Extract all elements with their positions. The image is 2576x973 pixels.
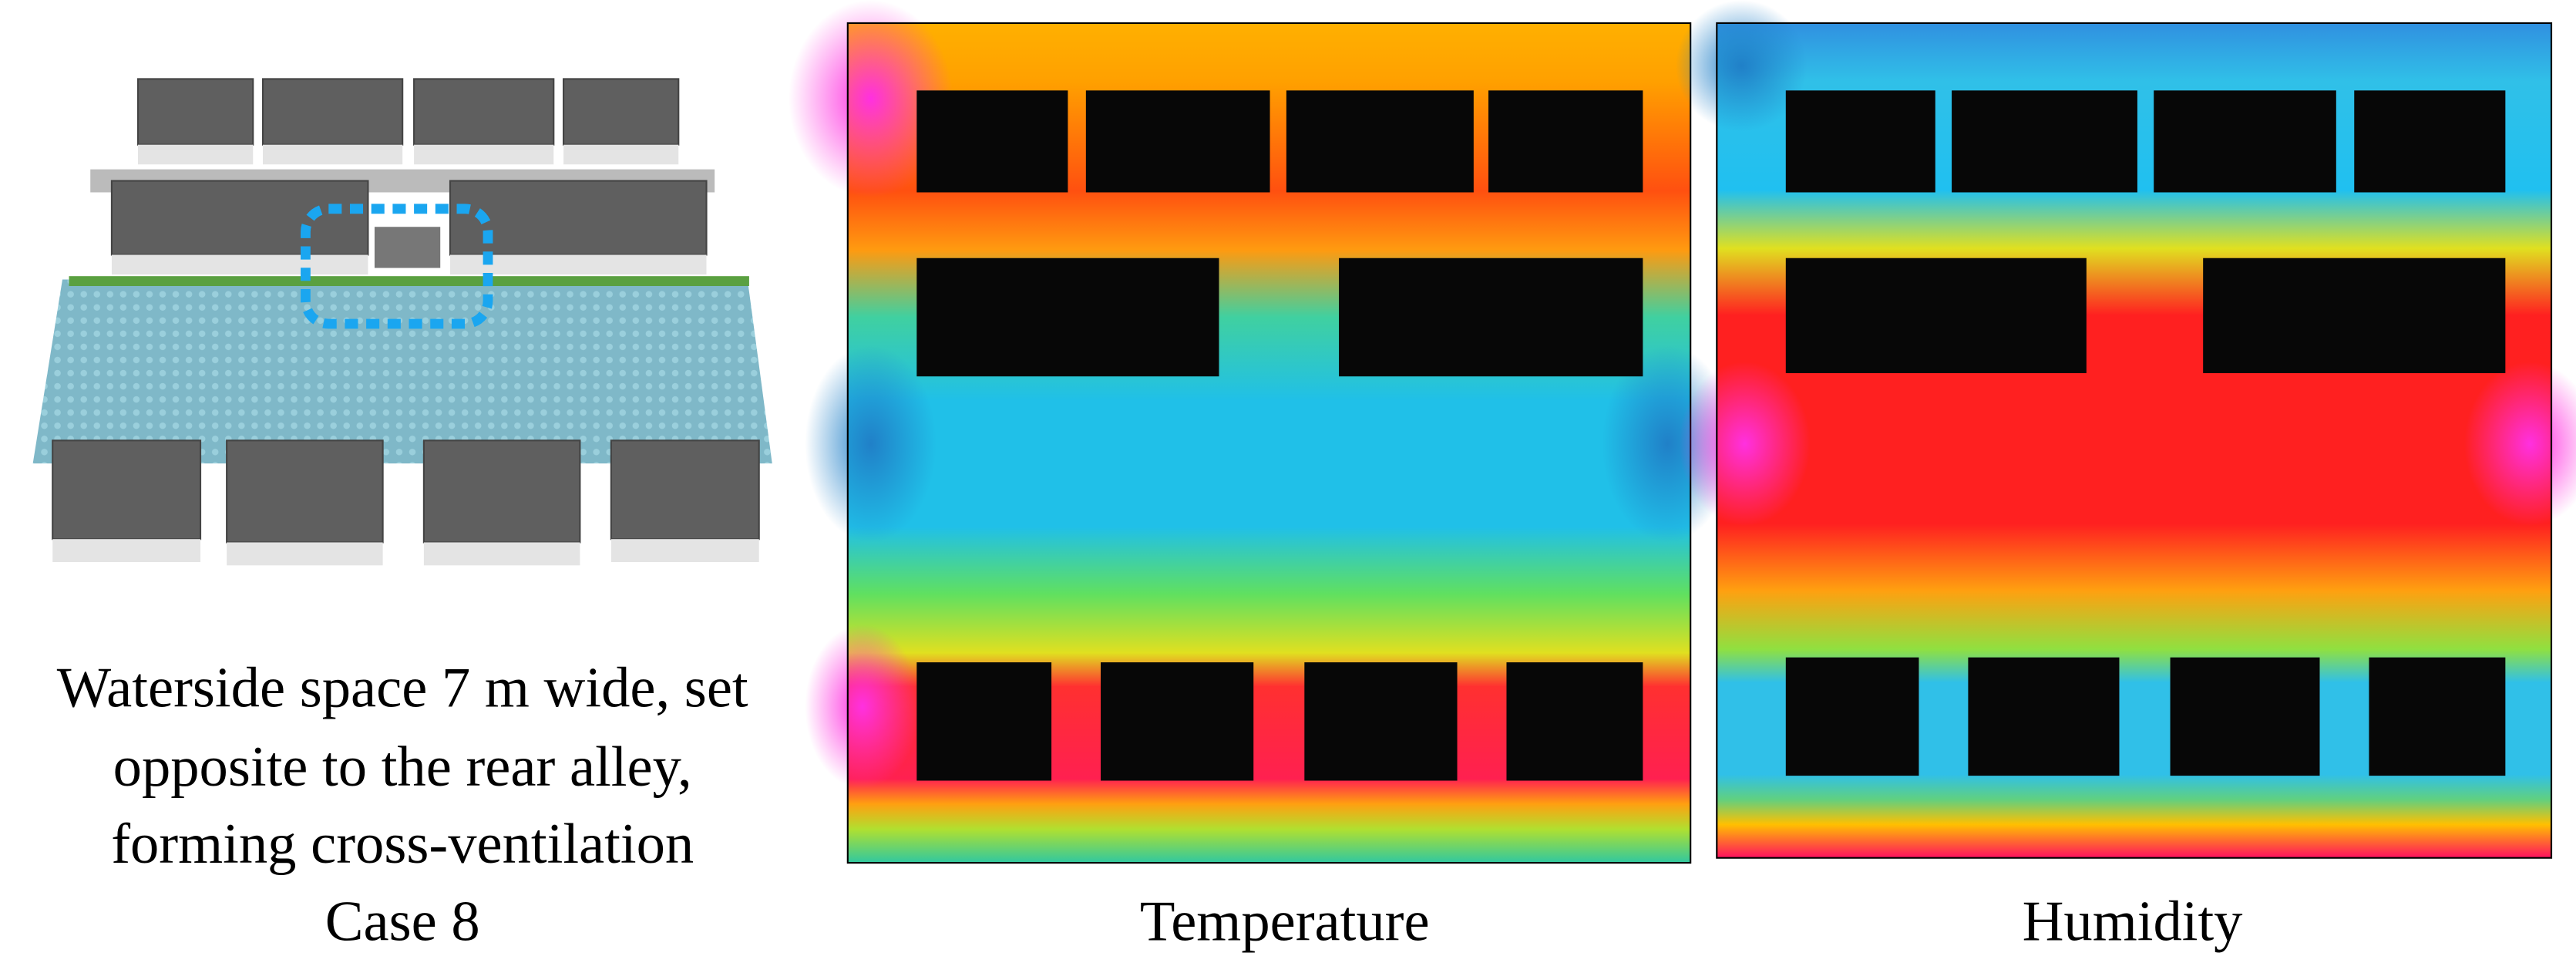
case-label: Case 8 xyxy=(325,890,480,953)
panel-label: Humidity xyxy=(2023,890,2243,953)
scene-render xyxy=(32,78,772,566)
caption-line: opposite to the rear alley, xyxy=(113,736,692,799)
panel-label: Temperature xyxy=(1140,890,1430,953)
temperature-map xyxy=(789,0,1734,864)
caption-line: Waterside space 7 m wide, set xyxy=(57,657,748,720)
caption-line: forming cross-ventilation xyxy=(111,813,694,876)
humidity-map xyxy=(1676,0,2576,859)
caption: Waterside space 7 m wide, set opposite t… xyxy=(57,657,748,954)
